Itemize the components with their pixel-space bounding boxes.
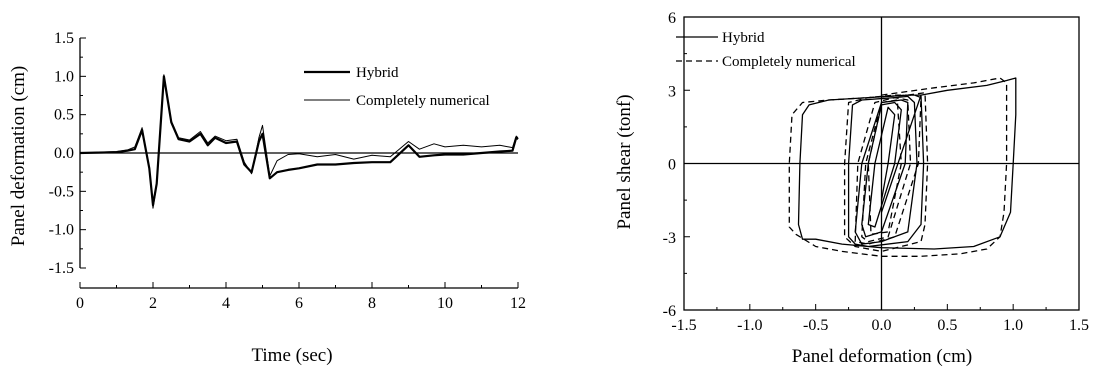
left-x-tick-label: 10 bbox=[437, 295, 453, 312]
left-y-tick-label: 1.0 bbox=[54, 68, 74, 85]
right-x-tick-label: -1.5 bbox=[671, 317, 696, 334]
left-x-tick-label: 2 bbox=[149, 295, 157, 312]
left-x-axis-title: Time (sec) bbox=[251, 345, 332, 366]
right-x-tick-label: 1.0 bbox=[1003, 317, 1023, 334]
right-y-tick-label: -3 bbox=[663, 230, 676, 247]
left-x-tick-label: 4 bbox=[222, 295, 230, 312]
right-legend-label: Completely numerical bbox=[722, 54, 856, 70]
right-y-axis-title: Panel shear (tonf) bbox=[614, 94, 635, 229]
left-y-tick-label: 0.5 bbox=[54, 107, 74, 124]
right-series-line bbox=[797, 77, 1017, 250]
left-series-line bbox=[79, 74, 519, 209]
right-y-tick-label: 0 bbox=[668, 157, 676, 174]
right-x-tick-label: 0.5 bbox=[937, 317, 957, 334]
right-y-tick-label: 3 bbox=[668, 83, 676, 100]
right-y-tick-label: -6 bbox=[663, 303, 676, 320]
left-legend-label: Completely numerical bbox=[356, 93, 490, 109]
left-x-tick-label: 12 bbox=[510, 295, 526, 312]
left-y-tick-label: 0.0 bbox=[54, 145, 74, 162]
left-y-tick-label: -1.0 bbox=[49, 222, 74, 239]
left-x-tick-label: 0 bbox=[76, 295, 84, 312]
right-x-tick-label: -0.5 bbox=[803, 317, 828, 334]
right-x-tick-label: -1.0 bbox=[737, 317, 762, 334]
left-x-tick-label: 6 bbox=[295, 295, 303, 312]
chart-right: Panel shear (tonf) Panel deformation (cm… bbox=[614, 10, 1089, 367]
right-series-line bbox=[788, 77, 1008, 257]
left-y-tick-label: 1.5 bbox=[54, 30, 74, 47]
left-y-tick-label: -0.5 bbox=[49, 183, 74, 200]
left-x-tick-label: 8 bbox=[368, 295, 376, 312]
chart-left: Panel deformation (cm) Time (sec) 1.5 1.0… bbox=[8, 30, 526, 366]
right-x-tick-label: 0.0 bbox=[872, 317, 892, 334]
right-y-tick-label: 6 bbox=[668, 10, 676, 27]
left-y-tick-label: -1.5 bbox=[49, 260, 74, 277]
right-x-tick-label: 1.5 bbox=[1069, 317, 1089, 334]
right-x-axis-title: Panel deformation (cm) bbox=[792, 346, 972, 367]
left-y-axis-title: Panel deformation (cm) bbox=[8, 66, 29, 246]
left-legend-label: Hybrid bbox=[356, 65, 399, 81]
right-legend-label: Hybrid bbox=[722, 30, 765, 46]
